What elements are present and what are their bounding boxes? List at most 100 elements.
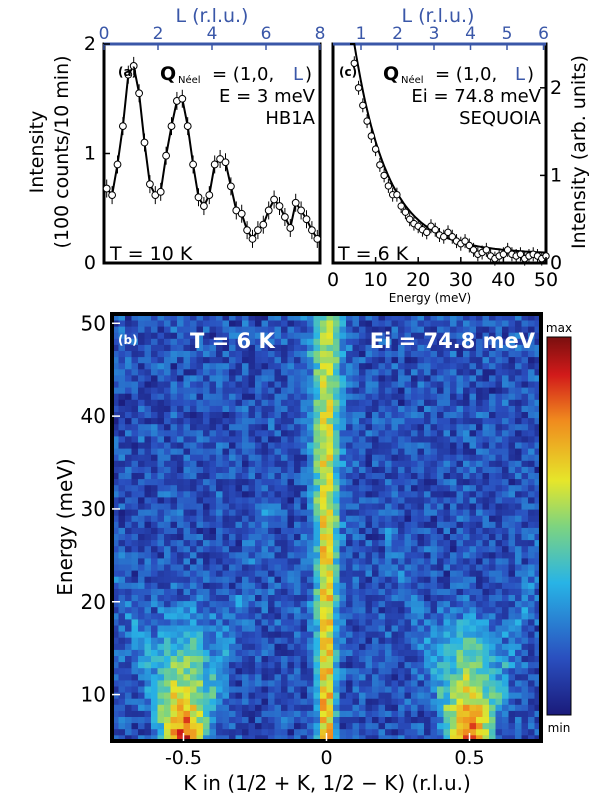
panel-b-y-tick-label: 50 (81, 311, 106, 335)
panel-a-y-label-2: (100 counts/10 min) (51, 55, 73, 248)
panel-a-points (102, 56, 322, 248)
colorbar (546, 336, 572, 716)
panel-b-x-tick-label: 0.5 (454, 747, 484, 769)
panel-c-x-label: Energy (meV) (389, 291, 471, 305)
panel-c-y-tick-label: 2 (550, 77, 562, 99)
panel-c-y-ticks: 0 1 2 (540, 77, 562, 274)
panel-c-point (448, 229, 456, 244)
panel-a-point (124, 65, 133, 84)
panel-a-y-tick-label: 0 (84, 252, 96, 274)
panel-c-top-axis-label: L (r.l.u.) (402, 5, 475, 27)
panel-c-top-tick-label: 4 (465, 24, 476, 44)
panel-a-point (200, 197, 208, 216)
panel-c-point (359, 98, 367, 113)
panel-c-y-tick-label: 1 (550, 164, 562, 186)
panel-b-x-tick-label: -0.5 (165, 747, 202, 769)
panel-c-point (516, 247, 525, 262)
panel-c-x-tick-label: 40 (491, 269, 515, 291)
panel-b-label: (b) (118, 333, 138, 347)
panel-a-point (162, 146, 171, 165)
colorbar-max-label: max (546, 321, 572, 335)
panel-c-x-tick-label: 10 (364, 269, 388, 291)
panel-a-point (178, 89, 187, 108)
panel-a-y-label-1: Intensity (26, 111, 48, 194)
panel-a-point (313, 229, 322, 248)
panel-a-point (237, 204, 246, 223)
panel-c-point (393, 187, 401, 202)
panel-c-point (461, 234, 469, 249)
panel-a-point (281, 208, 289, 227)
panel-b-y-tick-label: 10 (81, 683, 106, 707)
panel-a-q-close: ) (305, 64, 312, 85)
panel-a-point (275, 197, 284, 216)
panel-b-x-label: K in (1/2 + K, 1/2 − K) (r.l.u.) (183, 771, 471, 795)
panel-a-y-tick-label: 2 (84, 33, 96, 55)
panel-c-x-ticks: 0 10 20 30 40 50 (327, 257, 558, 291)
panel-c-point (486, 248, 495, 263)
panel-a-point (221, 153, 230, 172)
panel-c-x-tick-label: 50 (534, 269, 558, 291)
panel-a-top-tick-label: 2 (153, 24, 164, 44)
panel-c-x-tick-label: 20 (406, 269, 430, 291)
panel-c-q-value: = (1,0, (435, 64, 497, 85)
panel-a-point (205, 186, 214, 205)
panel-c-point (350, 56, 358, 71)
panel-a-point (227, 177, 235, 196)
colorbar-min-label: min (548, 721, 571, 735)
panel-a-point (129, 56, 138, 75)
panel-c-point (397, 199, 405, 214)
panel-c-point (469, 242, 478, 257)
panel-a-point (291, 193, 300, 212)
panel-c-label: (c) (339, 65, 357, 79)
panel-a-point (189, 155, 198, 174)
panel-c-instrument: SEQUOIA (459, 108, 542, 129)
panel-c-energy: Ei = 74.8 meV (411, 86, 541, 107)
panel-a-point (194, 188, 203, 207)
panel-a-neel-subscript: Néel (178, 74, 201, 86)
panel-c-y-tick-label: 0 (550, 252, 562, 274)
panel-c-point (401, 205, 410, 220)
panel-a-fit-curve (105, 63, 319, 241)
panel-a-point (259, 215, 268, 234)
panel-a-point (270, 190, 279, 209)
panel-a-temperature: T = 10 K (109, 243, 193, 265)
panel-a-top-ticks: 0 2 4 6 8 (99, 24, 326, 50)
panel-a-q-symbol: Q (160, 63, 176, 85)
panel-b-y-ticks: 10 20 30 40 50 (81, 311, 120, 707)
panel-c-point (363, 114, 371, 129)
panel-a-point (135, 84, 144, 103)
panel-a-top-tick-label: 8 (315, 24, 326, 44)
panel-b-y-tick-label: 40 (81, 404, 106, 428)
panel-c-top-ticks: 1 2 3 4 5 6 (356, 24, 549, 50)
panel-a-y-ticks: 0 1 2 (84, 33, 110, 274)
panel-a-point (167, 117, 176, 136)
panel-c-y-label: Intensity (arb. units) (568, 55, 590, 249)
panel-a-point (140, 133, 149, 152)
panel-a-point (302, 210, 311, 229)
panel-a-q-value: = (1,0, (212, 64, 274, 85)
panel-a-top-axis-label: L (r.l.u.) (176, 5, 249, 27)
panel-a-point (243, 221, 252, 240)
panel-a-point (183, 117, 192, 136)
panel-a-y-tick-label: 1 (84, 143, 96, 165)
panel-a-instrument: HB1A (265, 108, 315, 129)
panel-a-point (156, 182, 165, 201)
panel-a-point (254, 221, 262, 240)
panel-a-point (210, 155, 219, 174)
panel-c-point (384, 178, 393, 193)
panel-c-x-tick-label: 0 (327, 269, 339, 291)
panel-a-point (119, 117, 127, 136)
panel-a-point (297, 201, 306, 220)
panel-a-point (151, 186, 160, 205)
panel-c-neel-subscript: Néel (401, 74, 424, 86)
panel-b-title-right: Ei = 74.8 meV (370, 329, 536, 353)
panel-a-top-tick-label: 0 (99, 24, 110, 44)
panel-b-x-ticks: -0.5 0 0.5 (165, 733, 485, 769)
panel-b-title: T = 6 K (190, 329, 275, 353)
panel-a-q-L: L (293, 64, 303, 85)
panel-a-label: (a) (118, 65, 137, 79)
panel-a-point (232, 201, 241, 220)
panel-b-x-tick-label: 0 (320, 747, 332, 769)
